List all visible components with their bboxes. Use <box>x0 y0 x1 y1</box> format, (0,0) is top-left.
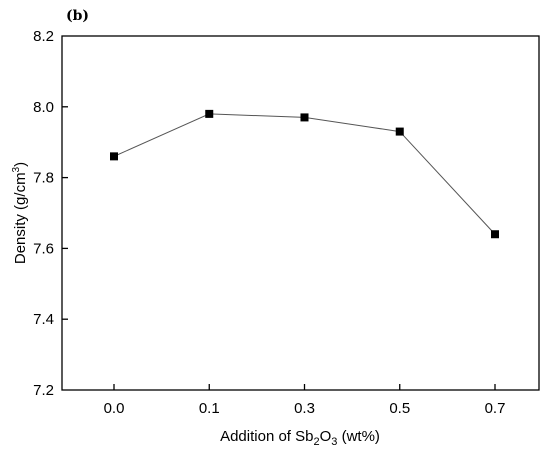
x-tick-label: 0.0 <box>104 400 125 417</box>
y-tick-label: 8.2 <box>33 28 54 45</box>
y-tick-label: 7.8 <box>33 170 54 187</box>
y-axis-ticks <box>62 106 68 320</box>
y-axis-tick-labels: 7.2 7.4 7.6 7.8 8.0 8.2 <box>33 28 54 399</box>
x-tick-label: 0.5 <box>389 400 410 417</box>
panel-label: (b) <box>66 8 89 24</box>
y-tick-label: 7.4 <box>33 311 54 328</box>
y-axis-title: Density (g/cm3) <box>11 162 29 264</box>
y-tick-label: 7.6 <box>33 240 54 257</box>
x-axis-tick-labels: 0.0 0.1 0.3 0.5 0.7 <box>104 400 506 417</box>
x-axis-ticks <box>113 384 496 390</box>
data-point-marker <box>300 113 309 122</box>
data-point-marker <box>110 152 118 161</box>
x-tick-label: 0.3 <box>294 400 315 417</box>
series-line <box>113 113 496 235</box>
x-axis-title: Addition of Sb2O3 (wt%) <box>220 428 380 448</box>
data-point-marker <box>491 230 499 239</box>
y-tick-label: 7.2 <box>33 382 54 399</box>
data-point-marker <box>395 127 404 136</box>
density-series <box>110 109 499 239</box>
data-point-marker <box>205 109 214 118</box>
x-tick-label: 0.7 <box>485 400 506 417</box>
x-tick-label: 0.1 <box>199 400 220 417</box>
plot-area-frame <box>61 35 540 391</box>
y-tick-label: 8.0 <box>33 99 54 116</box>
